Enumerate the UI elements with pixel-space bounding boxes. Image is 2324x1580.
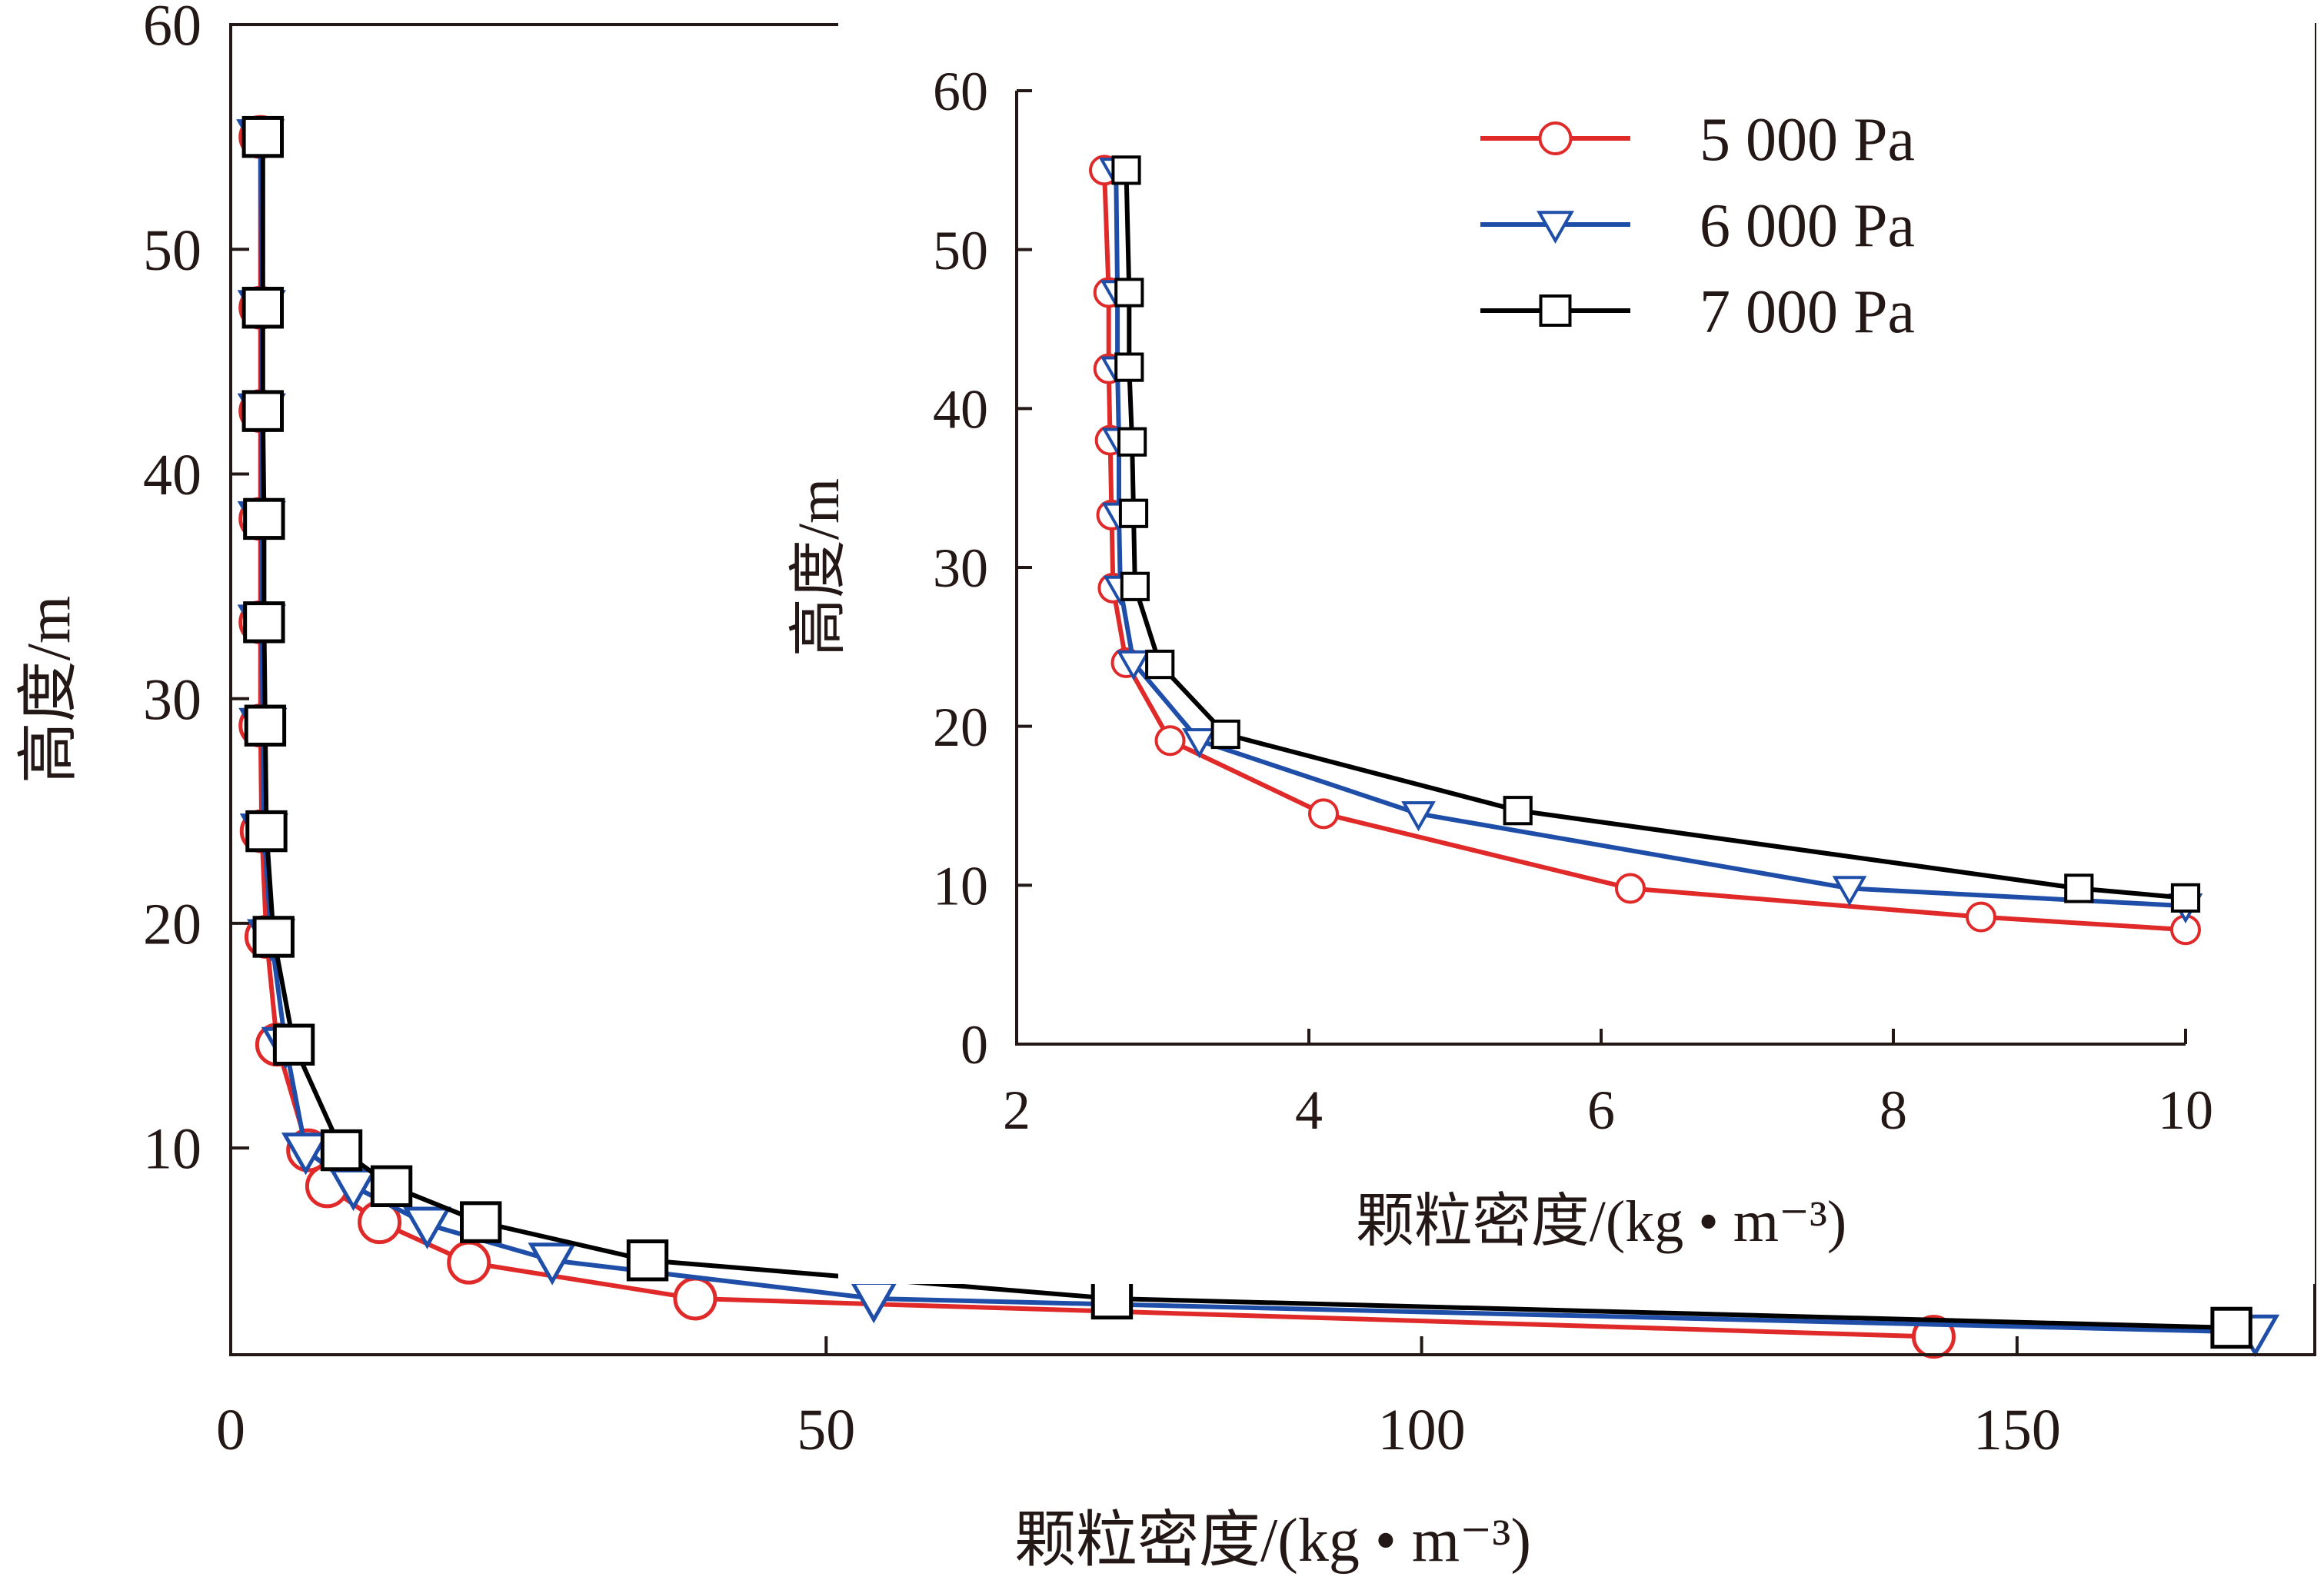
legend-label: 7 000 Pa — [1700, 278, 1915, 346]
main-y-axis-title: 高度/m — [15, 596, 83, 783]
main-y-tick-label: 10 — [143, 1117, 201, 1182]
main-data-point — [243, 497, 285, 541]
main-data-point — [243, 601, 285, 644]
legend-marker — [1537, 211, 1574, 244]
main-data-point — [244, 704, 287, 747]
main-data-point — [673, 1276, 718, 1321]
inset-x-tick-label: 6 — [1587, 1079, 1615, 1141]
main-y-tick-label: 50 — [143, 218, 201, 283]
main-x-tick-label: 150 — [1973, 1398, 2061, 1462]
main-data-point — [402, 1206, 452, 1249]
main-y-tick-label: 40 — [143, 443, 201, 507]
inset-data-point — [1111, 155, 1141, 185]
main-x-axis-title: 颗粒密度/(kg • m⁻³) — [1014, 1507, 1531, 1575]
inset-data-point — [1118, 498, 1149, 528]
main-data-point — [281, 1133, 331, 1176]
inset-series-layer — [1089, 155, 2203, 946]
main-y-tick-label: 30 — [143, 667, 201, 732]
inset-y-tick-label: 20 — [933, 697, 988, 758]
inset-y-tick-label: 0 — [961, 1014, 988, 1076]
inset-data-point — [1116, 650, 1151, 680]
main-data-point — [252, 916, 295, 958]
inset-y-tick-label: 50 — [933, 220, 988, 281]
legend-entry: 5 000 Pa — [1480, 106, 1915, 174]
inset-axes: 2 4 6 8 10 0 10 20 30 40 50 60 颗粒密度/(kg • m⁻³) 高度/m — [787, 61, 2213, 1254]
main-data-point — [2210, 1306, 2252, 1349]
main-data-point — [320, 1129, 363, 1172]
main-data-point — [528, 1242, 577, 1286]
main-series-layer — [236, 115, 2280, 1359]
main-data-point — [626, 1239, 669, 1282]
inset-data-point — [1117, 427, 1147, 457]
main-y-tick-label: 60 — [143, 0, 201, 58]
main-x-tick-label: 100 — [1378, 1398, 1466, 1462]
legend-entry: 7 000 Pa — [1480, 278, 1915, 346]
legend-label: 6 000 Pa — [1700, 192, 1915, 260]
legend: 5 000 Pa 6 000 Pa 7 000 Pa — [1480, 106, 1915, 346]
inset-x-tick-label: 4 — [1295, 1079, 1323, 1141]
main-data-point — [245, 810, 288, 853]
inset-data-point — [2170, 883, 2201, 913]
legend-entry: 6 000 Pa — [1480, 192, 1915, 260]
inset-series-3 — [1111, 155, 2201, 913]
main-y-tick-label: 20 — [143, 893, 201, 957]
inset-data-point — [1503, 796, 1533, 826]
inset-data-point — [1966, 901, 1996, 933]
inset-data-point — [1154, 725, 1186, 757]
inset-x-axis-title: 颗粒密度/(kg • m⁻³) — [1356, 1189, 1846, 1254]
inset-data-point — [1615, 873, 1646, 904]
inset-background — [838, 23, 2315, 1284]
inset-series-1 — [1089, 155, 2201, 946]
main-data-point — [1090, 1277, 1134, 1320]
inset-y-axis-title: 高度/m — [787, 478, 851, 657]
inset-data-point — [1114, 352, 1144, 382]
inset-y-tick-label: 60 — [933, 61, 988, 122]
main-data-point — [447, 1240, 491, 1285]
main-data-point — [272, 1023, 315, 1066]
inset-data-point — [1120, 571, 1150, 601]
inset-x-tick-label: 10 — [2158, 1079, 2213, 1141]
inset-data-point — [1145, 649, 1175, 680]
inset-y-tick-label: 40 — [933, 379, 988, 441]
inset-data-point — [1308, 798, 1339, 830]
inset-plot: 2 4 6 8 10 0 10 20 30 40 50 60 颗粒密度/(kg • m⁻³) 高度/m 5… — [787, 23, 2315, 1284]
main-data-point — [241, 287, 285, 329]
inset-y-tick-label: 10 — [933, 856, 988, 917]
inset-y-tick-label: 30 — [933, 537, 988, 599]
legend-label: 5 000 Pa — [1700, 106, 1915, 174]
inset-data-point — [2064, 873, 2094, 903]
main-series-3 — [241, 115, 2252, 1349]
main-x-tick-label: 0 — [216, 1398, 245, 1462]
legend-marker — [1538, 121, 1573, 155]
main-data-point — [241, 115, 285, 158]
inset-data-point — [1182, 728, 1217, 759]
main-data-point — [460, 1201, 502, 1243]
inset-x-tick-label: 2 — [1003, 1079, 1030, 1141]
legend-marker — [1539, 294, 1572, 327]
inset-x-tick-label: 8 — [1880, 1079, 1907, 1141]
main-x-tick-label: 50 — [797, 1398, 855, 1462]
main-data-point — [370, 1165, 413, 1208]
inset-data-point — [1210, 719, 1240, 750]
inset-data-point — [1114, 278, 1144, 308]
inset-data-point — [1832, 876, 1867, 906]
inset-data-point — [1401, 801, 1436, 832]
main-data-point — [241, 390, 285, 432]
